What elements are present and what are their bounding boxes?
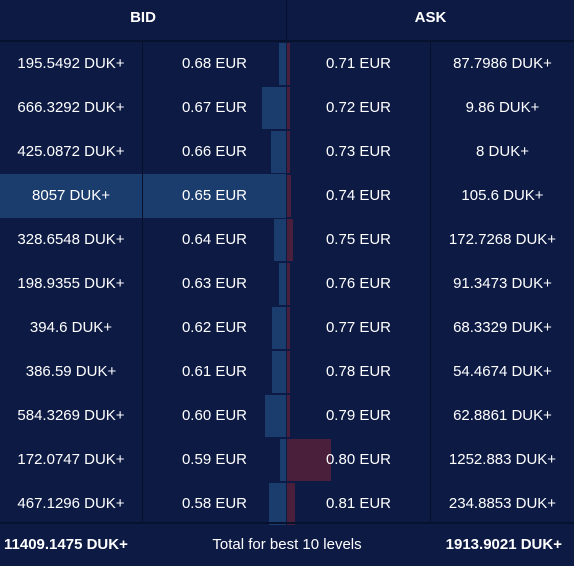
order-book-row[interactable]: 666.3292 DUK+ 0.67 EUR 0.72 EUR 9.86 DUK+ <box>0 86 574 130</box>
bid-quantity: 172.0747 DUK+ <box>17 451 125 468</box>
ask-total: 1913.9021 DUK+ <box>445 536 562 553</box>
ask-quantity: 9.86 DUK+ <box>465 99 540 116</box>
ask-quantity: 68.3329 DUK+ <box>453 319 552 336</box>
bid-price: 0.62 EUR <box>181 319 248 336</box>
ask-quantity: 91.3473 DUK+ <box>453 275 552 292</box>
bid-depth-bar <box>262 87 286 129</box>
bid-total: 11409.1475 DUK+ <box>4 536 128 553</box>
bid-price: 0.61 EUR <box>181 363 248 380</box>
ask-quantity: 1252.883 DUK+ <box>448 451 557 468</box>
bid-depth-bar <box>272 307 286 349</box>
bid-quantity: 328.6548 DUK+ <box>17 231 125 248</box>
bid-depth-bar <box>269 483 286 525</box>
order-book-row[interactable]: 584.3269 DUK+ 0.60 EUR 0.79 EUR 62.8861 DUK… <box>0 394 574 438</box>
header-divider <box>286 0 287 40</box>
bid-depth-bar <box>0 175 286 217</box>
bid-quantity: 584.3269 DUK+ <box>17 407 125 424</box>
bid-quantity: 8057 DUK+ <box>32 187 110 204</box>
order-book-row[interactable]: 394.6 DUK+ 0.62 EUR 0.77 EUR 68.3329 DUK+ <box>0 306 574 350</box>
order-book-row[interactable]: 425.0872 DUK+ 0.66 EUR 0.73 EUR 8 DUK+ <box>0 130 574 174</box>
bid-depth-bar <box>272 351 286 393</box>
ask-depth-bar <box>287 439 331 481</box>
bid-price: 0.64 EUR <box>181 231 248 248</box>
bid-depth-bar <box>274 219 286 261</box>
order-book-footer: Total for best 10 levels 11409.1475 DUK+… <box>0 524 574 563</box>
ask-quantity: 172.7268 DUK+ <box>448 231 557 248</box>
bid-quantity: 666.3292 DUK+ <box>17 99 125 116</box>
footer-separator <box>0 522 574 524</box>
bid-quantity: 386.59 DUK+ <box>25 363 117 380</box>
order-book-row[interactable]: 172.0747 DUK+ 0.59 EUR 0.80 EUR 1252.883 DU… <box>0 438 574 482</box>
ask-price: 0.71 EUR <box>325 55 392 72</box>
bid-price: 0.65 EUR <box>181 187 248 204</box>
bid-price: 0.59 EUR <box>181 451 248 468</box>
order-book-row[interactable]: 386.59 DUK+ 0.61 EUR 0.78 EUR 54.4674 DUK+ <box>0 350 574 394</box>
bid-price: 0.66 EUR <box>181 143 248 160</box>
bid-quantity: 425.0872 DUK+ <box>17 143 125 160</box>
header-separator <box>0 40 574 42</box>
order-book-row[interactable]: 328.6548 DUK+ 0.64 EUR 0.75 EUR 172.7268 DU… <box>0 218 574 262</box>
ask-depth-bar <box>287 219 293 261</box>
ask-quantity: 87.7986 DUK+ <box>453 55 552 72</box>
bid-depth-bar <box>271 131 286 173</box>
ask-price: 0.77 EUR <box>325 319 392 336</box>
ask-depth-bar <box>287 351 290 393</box>
ask-depth-bar <box>287 307 290 349</box>
bid-depth-bar <box>265 395 286 437</box>
ask-depth-bar <box>287 131 290 173</box>
order-book-row[interactable]: 198.9355 DUK+ 0.63 EUR 0.76 EUR 91.3473 DUK… <box>0 262 574 306</box>
ask-price: 0.76 EUR <box>325 275 392 292</box>
bid-quantity: 467.1296 DUK+ <box>17 495 125 512</box>
ask-header: ASK <box>414 9 447 26</box>
order-book-row[interactable]: 467.1296 DUK+ 0.58 EUR 0.81 EUR 234.8853 DU… <box>0 482 574 526</box>
ask-depth-bar <box>287 87 290 129</box>
bid-price: 0.68 EUR <box>181 55 248 72</box>
order-book-rows: 195.5492 DUK+ 0.68 EUR 0.71 EUR 87.7986 DUK… <box>0 42 574 525</box>
ask-quantity: 105.6 DUK+ <box>461 187 544 204</box>
ask-quantity: 54.4674 DUK+ <box>453 363 552 380</box>
bid-quantity: 394.6 DUK+ <box>29 319 113 336</box>
ask-price: 0.75 EUR <box>325 231 392 248</box>
bid-depth-bar <box>280 439 286 481</box>
bid-price: 0.63 EUR <box>181 275 248 292</box>
order-book-header: BID ASK <box>0 0 574 40</box>
ask-depth-bar <box>287 263 290 305</box>
column-divider-ask <box>430 42 431 522</box>
ask-price: 0.78 EUR <box>325 363 392 380</box>
column-divider-bid <box>142 42 143 522</box>
ask-quantity: 62.8861 DUK+ <box>453 407 552 424</box>
ask-price: 0.81 EUR <box>325 495 392 512</box>
bid-quantity: 195.5492 DUK+ <box>17 55 125 72</box>
ask-depth-bar <box>287 43 290 85</box>
order-book-row[interactable]: 195.5492 DUK+ 0.68 EUR 0.71 EUR 87.7986 DUK… <box>0 42 574 86</box>
bid-price: 0.67 EUR <box>181 99 248 116</box>
ask-price: 0.80 EUR <box>325 451 392 468</box>
ask-price: 0.74 EUR <box>325 187 392 204</box>
ask-quantity: 234.8853 DUK+ <box>448 495 557 512</box>
ask-depth-bar <box>287 395 290 437</box>
bid-depth-bar <box>279 263 286 305</box>
ask-price: 0.72 EUR <box>325 99 392 116</box>
ask-quantity: 8 DUK+ <box>476 143 529 160</box>
ask-depth-bar <box>287 175 291 217</box>
bid-price: 0.60 EUR <box>181 407 248 424</box>
bid-price: 0.58 EUR <box>181 495 248 512</box>
ask-depth-bar <box>287 483 295 525</box>
bid-depth-bar <box>279 43 286 85</box>
total-label: Total for best 10 levels <box>212 536 362 553</box>
bid-quantity: 198.9355 DUK+ <box>17 275 125 292</box>
bid-header: BID <box>130 9 156 26</box>
ask-price: 0.79 EUR <box>325 407 392 424</box>
ask-price: 0.73 EUR <box>325 143 392 160</box>
order-book-row[interactable]: 8057 DUK+ 0.65 EUR 0.74 EUR 105.6 DUK+ <box>0 174 574 218</box>
